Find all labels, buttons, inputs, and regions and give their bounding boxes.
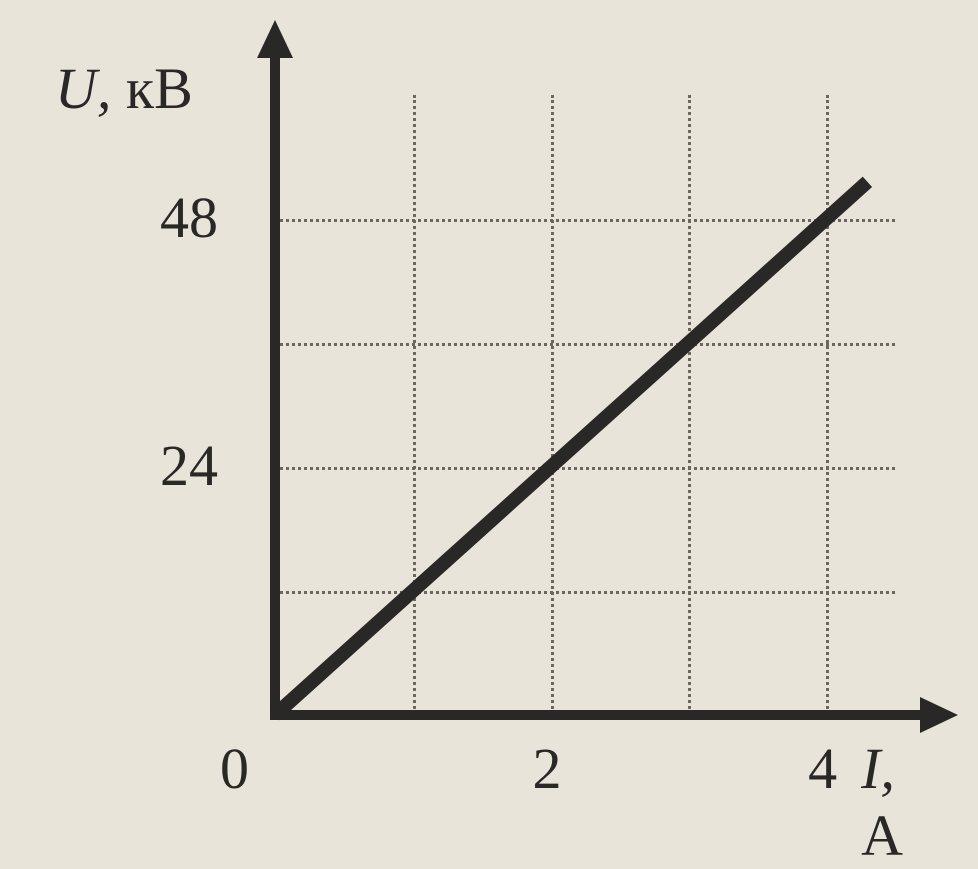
grid-line-horizontal <box>275 219 895 222</box>
grid-line-vertical <box>551 95 554 715</box>
y-tick-label: 48 <box>160 184 218 251</box>
grid-line-horizontal <box>275 467 895 470</box>
grid-line-vertical <box>826 95 829 715</box>
x-axis-label-symbol: I, <box>861 736 895 801</box>
data-line <box>270 177 872 721</box>
y-axis-arrow-icon <box>257 20 293 58</box>
grid-line-horizontal <box>275 591 895 594</box>
y-axis-label-unit: кВ <box>111 56 192 121</box>
chart-container: 0242448I, АU, кВ <box>0 0 978 858</box>
y-tick-label: 24 <box>160 432 218 499</box>
x-axis-label: I, А <box>861 735 903 869</box>
grid-line-horizontal <box>275 343 895 346</box>
x-axis <box>270 710 925 720</box>
x-axis-label-unit: А <box>861 803 903 868</box>
grid-line-vertical <box>688 95 691 715</box>
x-axis-arrow-icon <box>920 697 958 733</box>
grid-line-vertical <box>413 95 416 715</box>
y-axis <box>270 55 280 720</box>
y-axis-label-symbol: U, <box>55 56 111 121</box>
y-axis-label: U, кВ <box>55 55 193 122</box>
x-tick-label: 4 <box>808 735 837 802</box>
x-tick-label: 0 <box>220 735 249 802</box>
x-tick-label: 2 <box>533 735 562 802</box>
